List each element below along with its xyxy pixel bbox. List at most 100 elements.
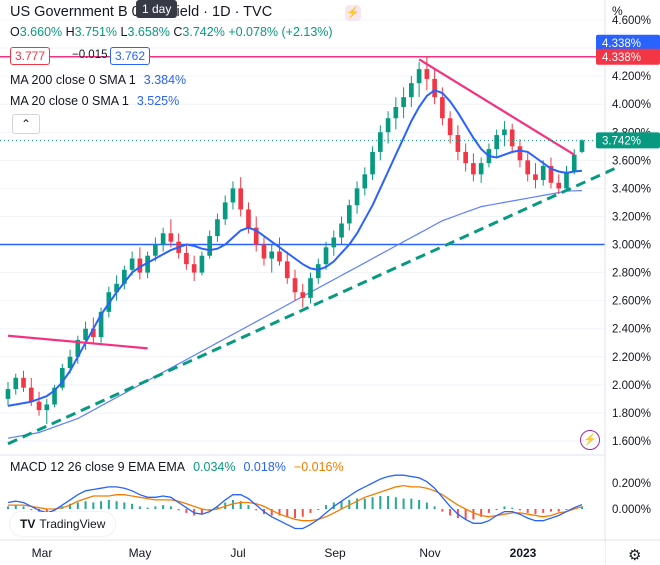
open-label: O (10, 25, 20, 39)
candle[interactable] (13, 377, 19, 390)
candle[interactable] (5, 389, 11, 399)
candle[interactable] (409, 83, 414, 98)
candle[interactable] (199, 255, 205, 273)
candle[interactable] (502, 129, 507, 136)
candle[interactable] (346, 205, 352, 224)
candle[interactable] (540, 165, 546, 180)
candle[interactable] (36, 401, 42, 411)
candles[interactable] (5, 56, 585, 425)
horizontal-lines[interactable] (0, 56, 605, 246)
candle[interactable] (292, 278, 298, 293)
candle[interactable] (215, 219, 220, 237)
ma200-legend[interactable]: MA 200 close 0 SMA 1 3.384% (10, 73, 186, 87)
candle[interactable] (393, 107, 399, 119)
candle[interactable] (401, 97, 406, 107)
candle[interactable] (253, 227, 259, 245)
candle[interactable] (153, 244, 158, 256)
candle[interactable] (246, 209, 251, 228)
candle[interactable] (440, 97, 445, 119)
trendline-early[interactable] (7, 334, 148, 350)
macd-legend[interactable]: MACD 12 26 close 9 EMA EMA 0.034% 0.018% −0… (10, 460, 344, 474)
candle[interactable] (525, 160, 531, 175)
candle[interactable] (222, 202, 228, 220)
price-tick: 4.200% (612, 71, 651, 83)
candle[interactable] (300, 292, 306, 298)
candle[interactable] (137, 258, 143, 273)
macd-bar (239, 501, 242, 509)
tradingview-logo[interactable]: TV TradingView (10, 512, 116, 536)
candle[interactable] (432, 78, 437, 98)
candle[interactable] (455, 135, 461, 152)
candle[interactable] (44, 404, 50, 411)
candle[interactable] (571, 154, 577, 172)
candle[interactable] (370, 151, 375, 175)
sell-button[interactable]: 3.777 (10, 47, 51, 65)
time-axis[interactable]: Mar May Jul Sep Nov 2023 (32, 546, 537, 560)
ma20-label: MA 20 close 0 SMA 1 (10, 94, 129, 108)
candle[interactable] (207, 236, 213, 256)
candle[interactable] (471, 163, 476, 175)
lightning-icon[interactable]: ⚡ (345, 5, 361, 21)
candle[interactable] (83, 328, 88, 340)
macd-bar (255, 509, 258, 511)
candle[interactable] (424, 69, 430, 79)
candle[interactable] (191, 264, 197, 273)
candle[interactable] (160, 233, 166, 245)
candle[interactable] (315, 264, 321, 279)
candle[interactable] (238, 188, 244, 210)
price-tick: 1.600% (612, 436, 651, 448)
alert-icon[interactable]: ⚡ (580, 430, 600, 450)
candle[interactable] (354, 188, 360, 206)
trendline-support[interactable] (7, 165, 618, 446)
trendline-resistance[interactable] (418, 58, 575, 156)
candle[interactable] (230, 188, 236, 203)
candle[interactable] (509, 129, 515, 147)
candle[interactable] (114, 283, 119, 293)
candle[interactable] (308, 278, 313, 298)
candle[interactable] (90, 328, 96, 338)
candle[interactable] (284, 261, 290, 279)
candle[interactable] (184, 252, 189, 265)
candle[interactable] (579, 140, 585, 152)
time-tick: Jul (230, 546, 245, 560)
candle[interactable] (145, 255, 150, 273)
candle[interactable] (129, 258, 135, 270)
candle[interactable] (122, 269, 127, 284)
candle[interactable] (548, 165, 554, 183)
macd-bar (84, 501, 87, 509)
candle[interactable] (21, 377, 26, 388)
candle[interactable] (463, 151, 468, 164)
candle[interactable] (447, 118, 453, 136)
candle[interactable] (533, 174, 538, 180)
candle[interactable] (168, 233, 174, 242)
buy-button[interactable]: 3.762 (110, 47, 151, 65)
candle[interactable] (323, 247, 329, 265)
candle[interactable] (339, 223, 344, 238)
candle[interactable] (269, 251, 275, 259)
candle[interactable] (416, 69, 422, 84)
candle[interactable] (28, 387, 34, 402)
logo-text: TradingView (39, 517, 106, 531)
candle[interactable] (59, 368, 65, 388)
chevron-up-icon[interactable]: ⌃ (12, 114, 40, 134)
ma20-legend[interactable]: MA 20 close 0 SMA 1 3.525% (10, 94, 179, 108)
candle[interactable] (261, 244, 267, 259)
candle[interactable] (385, 118, 391, 133)
candle[interactable] (564, 171, 569, 189)
gear-icon[interactable]: ⚙ (628, 547, 642, 564)
candle[interactable] (377, 132, 383, 152)
candle[interactable] (75, 339, 81, 357)
candle[interactable] (331, 237, 337, 248)
candle[interactable] (362, 174, 368, 189)
trendlines[interactable] (7, 58, 618, 446)
candle[interactable] (277, 251, 282, 262)
price-axis[interactable]: 4.600%4.400%4.200%4.000%3.800%3.600%3.40… (612, 15, 651, 448)
candle[interactable] (556, 182, 562, 189)
candle[interactable] (494, 135, 500, 150)
candle[interactable] (478, 163, 484, 175)
candle[interactable] (67, 356, 73, 368)
candle[interactable] (517, 146, 523, 161)
candle[interactable] (52, 387, 57, 405)
candle[interactable] (98, 311, 104, 338)
